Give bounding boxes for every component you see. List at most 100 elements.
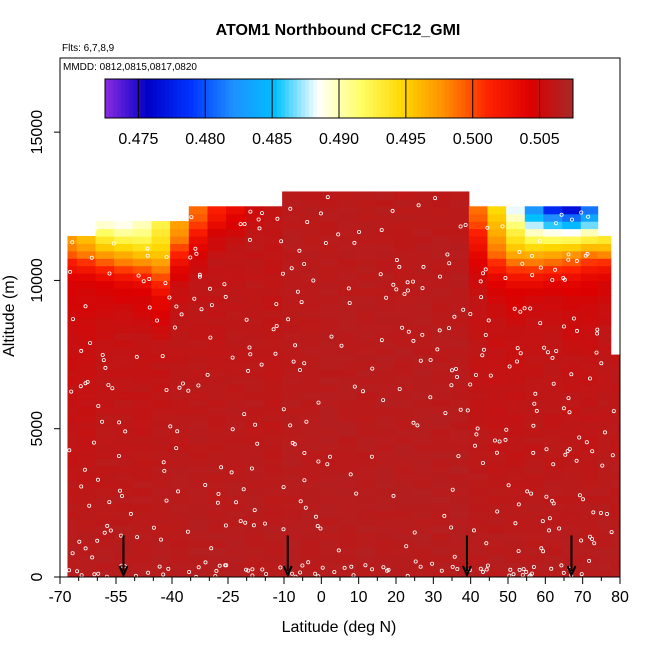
- heatmap-cell: [114, 273, 134, 282]
- heatmap-cell: [412, 258, 433, 267]
- heatmap-cell: [394, 480, 414, 489]
- heatmap-cell: [468, 295, 489, 304]
- sample-point: [463, 222, 468, 227]
- heatmap-cell: [282, 391, 302, 400]
- heatmap-cell: [597, 310, 612, 319]
- heatmap-cell: [597, 273, 612, 282]
- heatmap-cell: [580, 317, 599, 326]
- heatmap-cell: [151, 369, 171, 378]
- sample-point: [566, 252, 571, 257]
- heatmap-cell: [263, 213, 283, 222]
- heatmap-cell: [506, 473, 526, 482]
- colorbar-strip: [349, 79, 354, 118]
- heatmap-cell: [506, 547, 526, 556]
- sample-point: [75, 569, 80, 574]
- heatmap-cell: [95, 310, 115, 319]
- heatmap-cell: [487, 221, 507, 230]
- heatmap-cell: [338, 287, 358, 296]
- heatmap-cell: [151, 273, 171, 282]
- heatmap-cell: [244, 465, 265, 474]
- heatmap-cell: [76, 339, 97, 348]
- heatmap-cell: [356, 361, 377, 370]
- heatmap-cell: [506, 436, 526, 445]
- heatmap-cell: [67, 458, 78, 467]
- heatmap-cell: [188, 213, 209, 222]
- heatmap-cell: [95, 458, 115, 467]
- heatmap-cell: [580, 450, 599, 459]
- heatmap-cell: [151, 495, 171, 504]
- heatmap-cell: [170, 436, 190, 445]
- heatmap-cell: [263, 332, 283, 341]
- heatmap-cell: [597, 569, 612, 577]
- sample-point: [244, 317, 249, 322]
- sample-point: [534, 408, 539, 413]
- heatmap-cell: [244, 488, 265, 497]
- heatmap-cell: [375, 502, 395, 511]
- heatmap-cell: [114, 265, 134, 274]
- sample-point: [453, 366, 458, 371]
- heatmap-cell: [468, 547, 489, 556]
- heatmap-cell: [543, 235, 563, 244]
- heatmap-cell: [244, 265, 265, 274]
- heatmap-cell: [412, 391, 433, 400]
- heatmap-cell: [76, 332, 97, 341]
- heatmap-cell: [468, 443, 489, 452]
- heatmap-cell: [132, 569, 153, 577]
- heatmap-cell: [394, 310, 414, 319]
- heatmap-cell: [170, 369, 190, 378]
- heatmap-cell: [412, 465, 433, 474]
- heatmap-cell: [543, 539, 563, 548]
- heatmap-cell: [263, 562, 283, 571]
- colorbar-tick-label: 0.495: [386, 131, 426, 148]
- dates-note: MMDD: 0812,0815,0817,0820: [63, 62, 197, 73]
- heatmap-cell: [300, 347, 321, 356]
- heatmap-cell: [506, 235, 526, 244]
- heatmap-cell: [188, 347, 209, 356]
- heatmap-cell: [300, 310, 321, 319]
- heatmap-cell: [506, 495, 526, 504]
- heatmap-cell: [562, 361, 582, 370]
- heatmap-cell: [431, 450, 451, 459]
- heatmap-cell: [450, 406, 470, 415]
- sample-point: [172, 325, 177, 330]
- heatmap-cell: [597, 421, 612, 430]
- heatmap-cell: [207, 458, 227, 467]
- sample-point: [110, 386, 115, 391]
- sample-point: [449, 383, 454, 388]
- heatmap-cell: [282, 347, 302, 356]
- heatmap-cell: [244, 554, 265, 563]
- heatmap-cell: [338, 302, 358, 311]
- colorbar-strip: [389, 79, 394, 118]
- heatmap-cell: [450, 347, 470, 356]
- heatmap-cell: [300, 339, 321, 348]
- sample-point: [598, 510, 603, 515]
- heatmap-cell: [300, 369, 321, 378]
- colorbar-tick-label: 0.480: [185, 131, 225, 148]
- heatmap-cell: [562, 250, 582, 259]
- x-tick-label: 10: [350, 589, 368, 606]
- heatmap-cell: [282, 324, 302, 333]
- heatmap-cell: [207, 495, 227, 504]
- heatmap-cell: [170, 480, 190, 489]
- heatmap-cell: [67, 339, 78, 348]
- heatmap-cell: [506, 525, 526, 534]
- heatmap-cell: [300, 332, 321, 341]
- sample-point: [584, 440, 589, 445]
- heatmap-cell: [188, 495, 209, 504]
- sample-point: [599, 361, 604, 366]
- heatmap-cell: [188, 547, 209, 556]
- heatmap-cell: [319, 450, 339, 459]
- heatmap-cell: [300, 428, 321, 437]
- heatmap-cell: [375, 191, 395, 200]
- heatmap-cell: [95, 450, 115, 459]
- heatmap-cell: [95, 228, 115, 237]
- heatmap-cell: [487, 339, 507, 348]
- heatmap-cell: [597, 428, 612, 437]
- heatmap-cell: [226, 347, 246, 356]
- heatmap-cell: [300, 495, 321, 504]
- sample-point: [116, 453, 121, 458]
- sample-point: [590, 449, 595, 454]
- heatmap-cell: [188, 443, 209, 452]
- heatmap-cell: [263, 532, 283, 541]
- heatmap-cell: [487, 324, 507, 333]
